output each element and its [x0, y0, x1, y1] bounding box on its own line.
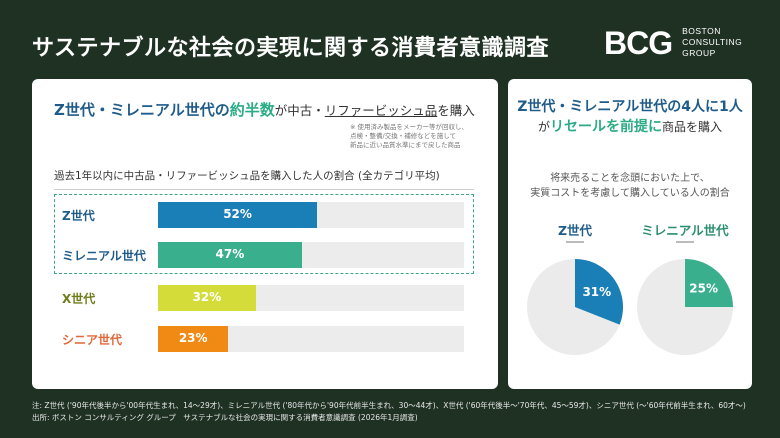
bar-category-label: Z世代	[62, 209, 95, 223]
pie-headline-ga: が	[537, 120, 550, 134]
highlight-box	[54, 194, 474, 274]
headline-part-c: が中古・	[274, 103, 325, 118]
pie-category-label: ミレニアル世代	[641, 223, 729, 238]
pie-label-underline	[676, 241, 694, 243]
bar-card-headline: Z世代・ミレニアル世代の約半数が中古・リファービッシュ品を購入	[54, 99, 475, 120]
logo-line-3: GROUP	[682, 48, 716, 58]
pie-value-label: 31%	[582, 285, 611, 299]
pie-chart: 25%	[637, 259, 733, 355]
bar-row: シニア世代 23%	[32, 326, 498, 352]
pie-description: 将来売ることを念頭においた上で、 実質コストを考慮して購入している人の割合	[508, 171, 752, 201]
pie-value-label: 25%	[689, 281, 718, 295]
bar: 52%	[158, 202, 318, 228]
pie-chart-card: Z世代・ミレニアル世代の4人に1人 がリセールを前提に商品を購入 将来売ることを…	[508, 79, 752, 389]
bar-value-label: 32%	[192, 290, 222, 304]
bar-category-label: X世代	[62, 292, 96, 306]
headline-highlight: 約半数	[229, 101, 275, 119]
bar-track: 32%	[158, 285, 464, 311]
bar-value-label: 52%	[223, 207, 252, 221]
pie-slice	[685, 259, 733, 307]
headline-underlined: リファービッシュ品	[324, 103, 438, 118]
subtitle-divider	[54, 189, 474, 190]
logo-text: BOSTON CONSULTING GROUP	[682, 26, 742, 59]
headline-part-a: Z世代・ミレニアル世代の	[54, 101, 230, 119]
footer-note: 注: Z世代 ('90年代後半から'00年代生まれ、14～29才)、ミレニアル世…	[32, 401, 746, 410]
bar-row: ミレニアル世代 47%	[32, 242, 498, 268]
pie-category-label: Z世代	[557, 223, 593, 238]
refurbished-note: ※ 使用済み製品をメーカー等が回収し、 点検・整備/交換・補修などを施して 新品…	[350, 123, 469, 149]
footer: 注: Z世代 ('90年代後半から'00年代生まれ、14～29才)、ミレニアル世…	[32, 400, 746, 424]
bar-track: 23%	[158, 326, 464, 352]
page-title: サステナブルな社会の実現に関する消費者意識調査	[32, 36, 550, 61]
bar: 32%	[158, 285, 256, 311]
bar-chart-subtitle: 過去1年以内に中古品・リファービッシュ品を購入した人の割合 (全カテゴリ平均)	[54, 170, 440, 182]
pie-chart: 31%	[527, 259, 623, 355]
logo-line-1: BOSTON	[682, 26, 721, 36]
pie-headline-line-2: がリセールを前提に商品を購入	[508, 117, 752, 137]
pie-slice	[575, 259, 623, 325]
bar: 47%	[158, 242, 302, 268]
logo-mark: BCG	[604, 24, 673, 61]
bar-row: X世代 32%	[32, 285, 498, 311]
headline-part-e: を購入	[437, 103, 475, 118]
pie-desc-line-1: 将来売ることを念頭においた上で、	[550, 173, 710, 184]
bar-category-label: シニア世代	[62, 333, 123, 347]
bar-value-label: 47%	[215, 247, 245, 261]
pie-headline-highlight: リセールを前提に	[550, 119, 662, 135]
bar-category-label: ミレニアル世代	[62, 249, 146, 263]
pie-headline-line-1: Z世代・ミレニアル世代の4人に1人	[517, 99, 743, 115]
pie-card-headline: Z世代・ミレニアル世代の4人に1人 がリセールを前提に商品を購入	[508, 97, 752, 137]
bar-track: 52%	[158, 202, 464, 228]
bar-row: Z世代 52%	[32, 202, 498, 228]
logo-line-2: CONSULTING	[682, 37, 743, 47]
pie-desc-line-2: 実質コストを考慮して購入している人の割合	[530, 188, 730, 199]
bcg-logo: BCG BOSTON CONSULTING GROUP	[604, 26, 742, 59]
bar-chart-card: Z世代・ミレニアル世代の約半数が中古・リファービッシュ品を購入 ※ 使用済み製品…	[32, 79, 498, 389]
bar-value-label: 23%	[178, 331, 208, 345]
pie-label-underline	[566, 241, 584, 243]
footer-source: 出所: ボストン コンサルティング グループ サステナブルな社会の実現に関する消…	[32, 413, 418, 422]
bar: 23%	[158, 326, 229, 352]
pie-headline-end: 商品を購入	[662, 120, 723, 134]
bar-track: 47%	[158, 242, 464, 268]
